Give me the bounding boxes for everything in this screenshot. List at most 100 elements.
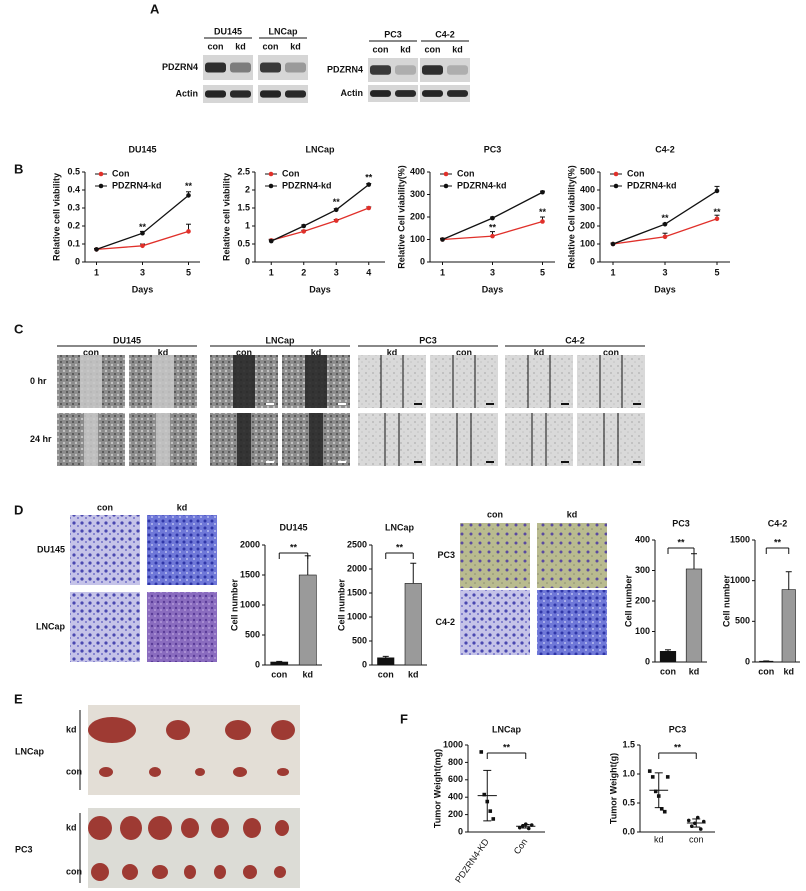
data-point <box>479 750 484 754</box>
blot-band <box>370 90 391 97</box>
wound-gap <box>237 413 251 466</box>
data-point <box>662 809 667 814</box>
row-label: LNCap <box>36 621 66 631</box>
lane-label: con <box>207 41 223 51</box>
x-tick-label: con <box>660 666 676 676</box>
x-tick-label: kd <box>654 834 664 844</box>
y-tick-label: 500 <box>580 166 595 176</box>
blot-band <box>260 90 281 98</box>
y-tick-label: 0.1 <box>67 238 80 248</box>
lane-label: con <box>236 347 252 357</box>
blot-band <box>395 90 416 97</box>
group-label: PC3 <box>15 844 33 854</box>
y-tick-label: 200 <box>448 809 463 819</box>
blot-band <box>205 62 226 73</box>
lane-label: con <box>83 347 99 357</box>
lane-label: kd <box>400 44 411 54</box>
y-axis-label: Tumor Weight(mg) <box>432 749 442 828</box>
y-tick-label: 0 <box>245 256 250 266</box>
y-tick-label: 1 <box>245 220 250 230</box>
y-tick-label: 0 <box>362 659 367 669</box>
bar <box>781 589 796 663</box>
tumor <box>195 768 205 776</box>
annotation: ** <box>185 181 193 191</box>
legend-marker <box>443 171 449 177</box>
data-point <box>490 233 495 239</box>
blot-band <box>205 90 226 98</box>
y-tick-label: 300 <box>410 189 425 199</box>
micrograph <box>577 355 645 408</box>
data-point <box>490 215 495 221</box>
blot-band <box>230 62 251 73</box>
x-tick-label: 1 <box>269 267 274 277</box>
data-point <box>488 809 493 813</box>
y-tick-label: 1.5 <box>622 739 635 749</box>
legend-marker <box>268 171 274 177</box>
x-tick-label: 1 <box>440 267 445 277</box>
x-tick-label: 5 <box>186 267 191 277</box>
annotation: ** <box>333 197 341 207</box>
row-label: 0 hr <box>30 376 47 386</box>
data-point <box>268 238 274 244</box>
scale-bar <box>266 403 274 405</box>
y-tick-label: 1.0 <box>622 768 635 778</box>
annotation: ** <box>489 223 497 233</box>
legend-marker <box>613 171 619 177</box>
blot-band <box>447 90 468 97</box>
significance-label: ** <box>674 742 682 752</box>
wound-gap <box>80 355 102 408</box>
row-label: kd <box>66 724 77 734</box>
y-tick-label: 1000 <box>443 739 463 749</box>
y-tick-label: 2.5 <box>237 166 250 176</box>
y-tick-label: 1500 <box>347 587 367 597</box>
transwell-image <box>70 515 140 585</box>
blot-band <box>260 62 281 73</box>
y-axis-label: Relative Cell viability(%) <box>566 165 576 269</box>
legend-marker <box>443 183 449 189</box>
chart-title: PC3 <box>672 518 690 528</box>
data-point <box>301 223 307 229</box>
lane-label: kd <box>290 41 301 51</box>
x-tick-label: 2 <box>301 267 306 277</box>
tumor <box>91 863 109 881</box>
row-label: DU145 <box>37 544 65 554</box>
row-label: 24 hr <box>30 434 52 444</box>
blot-band <box>285 62 306 73</box>
significance-label: ** <box>503 742 511 752</box>
tumor <box>243 865 257 879</box>
wound-gap <box>156 413 170 466</box>
panel-label: D <box>14 502 23 517</box>
data-point <box>333 207 339 213</box>
row-label: kd <box>66 822 77 832</box>
blot-background <box>420 85 470 102</box>
y-tick-label: 0.2 <box>67 220 80 230</box>
legend-marker <box>613 183 619 189</box>
legend-label: Con <box>112 168 130 178</box>
x-tick-label: 1 <box>94 267 99 277</box>
y-tick-label: 800 <box>448 757 463 767</box>
panel-label: A <box>150 1 160 16</box>
group-label: PC3 <box>419 335 437 345</box>
legend-label: Con <box>282 168 300 178</box>
tumor <box>225 720 251 740</box>
y-axis-label: Relative Cell viability(%) <box>396 165 406 269</box>
x-tick-label: Con <box>512 837 530 856</box>
chart-title: PC3 <box>669 724 687 734</box>
lane-label: con <box>97 502 113 512</box>
y-tick-label: 400 <box>448 792 463 802</box>
data-point <box>662 221 668 227</box>
row-label: C4-2 <box>435 617 455 627</box>
y-tick-label: 0 <box>75 256 80 266</box>
transwell-image <box>537 590 607 655</box>
y-tick-label: 500 <box>245 629 260 639</box>
significance-label: ** <box>774 537 782 547</box>
x-axis-label: Days <box>482 284 504 294</box>
x-tick-label: kd <box>783 666 794 676</box>
chart-title: DU145 <box>128 144 156 154</box>
lane-label: con <box>603 347 619 357</box>
wound-gap <box>305 355 327 408</box>
scale-bar <box>338 461 346 463</box>
annotation: ** <box>139 222 147 232</box>
y-axis-label: Cell number <box>229 579 239 632</box>
tumor <box>120 816 142 840</box>
